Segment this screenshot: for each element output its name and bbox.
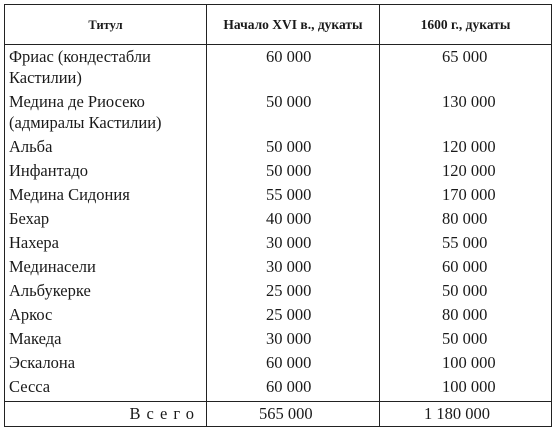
row-early-value: 30 000 bbox=[206, 327, 380, 351]
row-early-value: 30 000 bbox=[206, 255, 380, 279]
total-early-value: 565 000 bbox=[206, 401, 380, 427]
table-row: Сесса 60 000 100 000 bbox=[4, 375, 552, 402]
row-late-value: 170 000 bbox=[379, 183, 552, 207]
table-body: Фриас (кондестабли Кастилии) 60 000 65 0… bbox=[4, 44, 552, 427]
row-early-value: 60 000 bbox=[206, 351, 380, 375]
table-row: Фриас (кондестабли Кастилии) 60 000 65 0… bbox=[4, 44, 552, 90]
row-early-value: 25 000 bbox=[206, 279, 380, 303]
row-late-value: 60 000 bbox=[379, 255, 552, 279]
row-late-value: 65 000 bbox=[379, 44, 552, 90]
row-late-value: 50 000 bbox=[379, 279, 552, 303]
table-row: Медина де Риосеко (адмиралы Кастилии) 50… bbox=[4, 90, 552, 135]
ducal-income-table: Титул Начало XVI в., дукаты 1600 г., дук… bbox=[4, 4, 552, 427]
row-title: Нахера bbox=[4, 231, 207, 255]
total-late-value: 1 180 000 bbox=[379, 401, 552, 427]
row-title: Сесса bbox=[4, 375, 207, 402]
row-title: Альба bbox=[4, 135, 207, 159]
row-late-value: 80 000 bbox=[379, 207, 552, 231]
table-row: Македа 30 000 50 000 bbox=[4, 327, 552, 351]
column-header-early: Начало XVI в., дукаты bbox=[206, 4, 380, 45]
row-late-value: 80 000 bbox=[379, 303, 552, 327]
row-title: Эскалона bbox=[4, 351, 207, 375]
row-late-value: 100 000 bbox=[379, 375, 552, 402]
table-header: Титул Начало XVI в., дукаты 1600 г., дук… bbox=[4, 4, 552, 45]
table-row: Инфантадо 50 000 120 000 bbox=[4, 159, 552, 183]
row-early-value: 40 000 bbox=[206, 207, 380, 231]
row-early-value: 25 000 bbox=[206, 303, 380, 327]
table-row: Бехар 40 000 80 000 bbox=[4, 207, 552, 231]
row-title: Бехар bbox=[4, 207, 207, 231]
row-late-value: 130 000 bbox=[379, 90, 552, 135]
row-early-value: 50 000 bbox=[206, 90, 380, 135]
row-late-value: 120 000 bbox=[379, 135, 552, 159]
row-late-value: 50 000 bbox=[379, 327, 552, 351]
table-row: Мединасели 30 000 60 000 bbox=[4, 255, 552, 279]
table-row: Нахера 30 000 55 000 bbox=[4, 231, 552, 255]
table-row: Эскалона 60 000 100 000 bbox=[4, 351, 552, 375]
row-title: Фриас (кондестабли Кастилии) bbox=[4, 44, 207, 90]
row-early-value: 50 000 bbox=[206, 135, 380, 159]
row-late-value: 100 000 bbox=[379, 351, 552, 375]
row-title: Инфантадо bbox=[4, 159, 207, 183]
row-late-value: 55 000 bbox=[379, 231, 552, 255]
row-title: Медина Сидония bbox=[4, 183, 207, 207]
table-row: Альбукерке 25 000 50 000 bbox=[4, 279, 552, 303]
table-row: Альба 50 000 120 000 bbox=[4, 135, 552, 159]
row-title: Мединасели bbox=[4, 255, 207, 279]
header-row: Титул Начало XVI в., дукаты 1600 г., дук… bbox=[4, 4, 552, 45]
row-early-value: 60 000 bbox=[206, 44, 380, 90]
column-header-late: 1600 г., дукаты bbox=[379, 4, 552, 45]
row-title: Медина де Риосеко (адмиралы Кастилии) bbox=[4, 90, 207, 135]
table-row: Медина Сидония 55 000 170 000 bbox=[4, 183, 552, 207]
column-header-title: Титул bbox=[4, 4, 207, 45]
total-label: Всего bbox=[4, 401, 207, 427]
row-early-value: 50 000 bbox=[206, 159, 380, 183]
row-early-value: 55 000 bbox=[206, 183, 380, 207]
row-early-value: 30 000 bbox=[206, 231, 380, 255]
row-title: Аркос bbox=[4, 303, 207, 327]
row-early-value: 60 000 bbox=[206, 375, 380, 402]
row-title: Альбукерке bbox=[4, 279, 207, 303]
total-row: Всего 565 000 1 180 000 bbox=[4, 401, 552, 427]
table-row: Аркос 25 000 80 000 bbox=[4, 303, 552, 327]
row-late-value: 120 000 bbox=[379, 159, 552, 183]
row-title: Македа bbox=[4, 327, 207, 351]
